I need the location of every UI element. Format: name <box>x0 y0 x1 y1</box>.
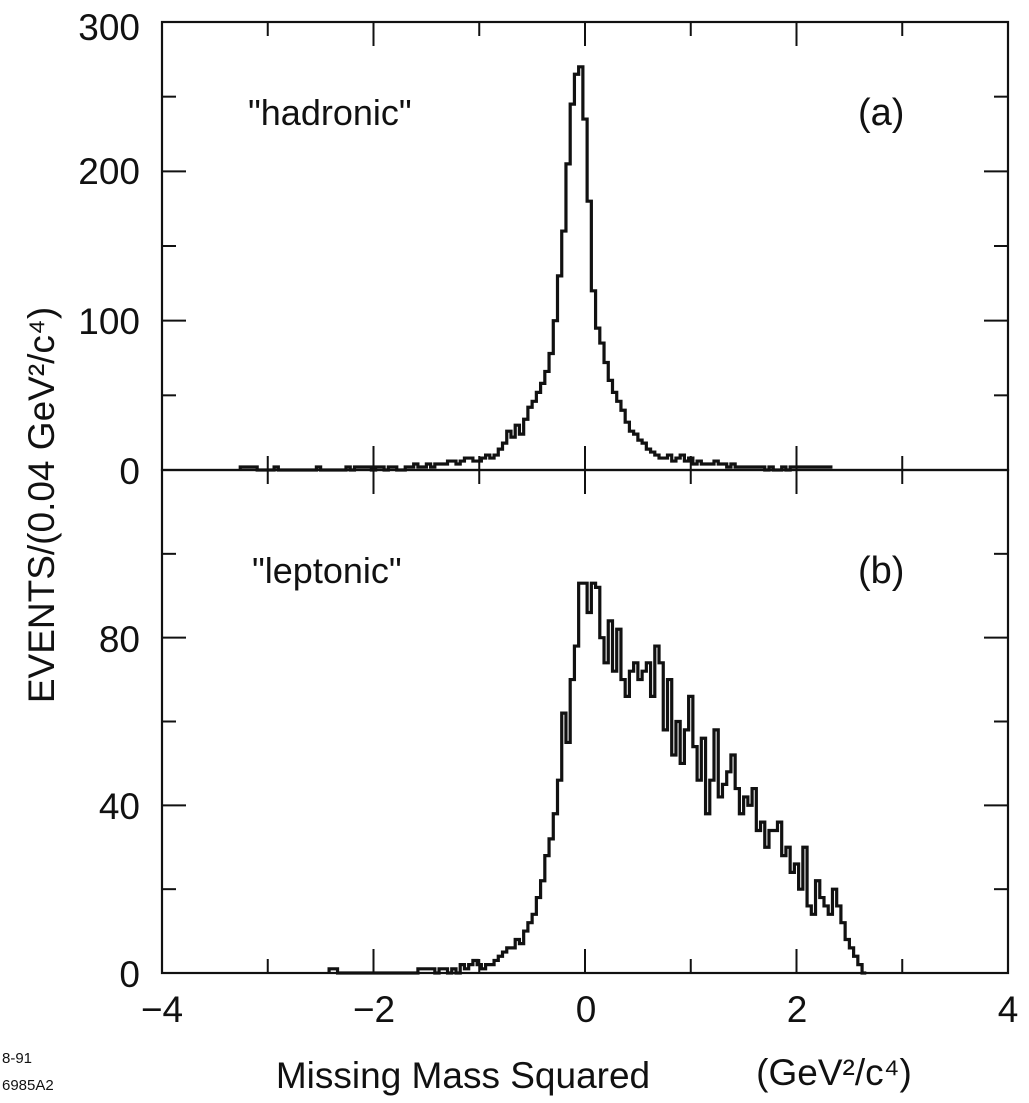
histogram-bin-b <box>727 772 731 973</box>
histogram-a <box>238 65 833 472</box>
x-tick-label-4: 4 <box>998 989 1019 1030</box>
histogram-bin-b <box>625 696 629 973</box>
histogram-bin-b <box>646 663 650 973</box>
histogram-bin-b <box>790 872 794 973</box>
histogram-bin-b <box>807 906 811 973</box>
x-tick-label-neg4: −4 <box>141 989 183 1030</box>
y-tick-label-a-0: 0 <box>119 451 140 492</box>
histogram-bin-a <box>579 67 583 470</box>
histogram-bin-b <box>706 814 710 973</box>
histogram-bin-a <box>613 392 617 470</box>
histogram-b <box>327 581 867 975</box>
histogram-bin-b <box>519 944 523 973</box>
panel-a-label: "hadronic" <box>248 92 412 133</box>
panel-a-tag: (a) <box>858 92 904 134</box>
histogram-bin-b <box>621 680 625 973</box>
histogram-bin-a <box>596 328 600 470</box>
histogram-bin-b <box>651 696 655 973</box>
panel-b-frame <box>160 468 1010 975</box>
histogram-bin-b <box>735 789 739 973</box>
figure-date-code: 8-91 <box>2 1050 32 1067</box>
histogram-bin-b <box>596 587 600 973</box>
histogram-bin-a <box>659 458 663 470</box>
y-tick-label-b-0: 0 <box>119 954 140 995</box>
histogram-outline-b <box>327 581 867 975</box>
figure-id-code: 6985A2 <box>2 1077 54 1094</box>
histogram-bin-a <box>536 392 540 470</box>
y-tick-label-a-300: 300 <box>78 7 140 48</box>
histogram-bin-b <box>697 780 701 973</box>
histogram-bin-b <box>574 646 578 973</box>
histogram-bin-a <box>541 383 545 470</box>
histogram-bin-a <box>490 458 494 470</box>
histogram-bin-b <box>629 671 633 973</box>
axis-ticks <box>161 22 1009 973</box>
histogram-bin-b <box>739 814 743 973</box>
histogram-bin-b <box>773 830 777 973</box>
y-tick-label-b-80: 80 <box>99 619 140 660</box>
histogram-bin-b <box>748 805 752 973</box>
y-tick-label-a-100: 100 <box>78 301 140 342</box>
histogram-bin-b <box>756 830 760 973</box>
histogram-outline-a <box>238 65 833 472</box>
histogram-bin-b <box>634 663 638 973</box>
histogram-bin-b <box>744 797 748 973</box>
x-axis-unit: (GeV²/c⁴) <box>756 1052 912 1093</box>
histogram-bin-b <box>769 830 773 973</box>
histogram-bin-b <box>511 948 515 973</box>
x-axis-label: Missing Mass Squared <box>276 1055 650 1096</box>
histogram-bin-a <box>511 437 515 470</box>
x-tick-label-neg2: −2 <box>353 989 395 1030</box>
histogram-bin-b <box>811 914 815 973</box>
histogram-bin-b <box>583 583 587 973</box>
y-tick-label-a-200: 200 <box>78 151 140 192</box>
histogram-bin-b <box>591 583 595 973</box>
histogram-bin-b <box>799 889 803 973</box>
histogram-bin-a <box>574 74 578 470</box>
histogram-bin-b <box>638 680 642 973</box>
histogram-bin-b <box>566 742 570 973</box>
panel-a-frame <box>160 20 1010 472</box>
x-tick-label-2: 2 <box>787 989 808 1030</box>
histogram-bin-b <box>587 613 591 973</box>
x-tick-label-0: 0 <box>576 989 597 1030</box>
panel-b-tag: (b) <box>858 550 904 592</box>
histogram-bin-b <box>824 906 828 973</box>
histogram-bin-a <box>532 401 536 470</box>
histogram-bin-b <box>604 663 608 973</box>
histogram-bin-b <box>613 671 617 973</box>
histogram-bin-b <box>600 638 604 973</box>
histogram-bin-b <box>608 621 612 973</box>
histogram-bin-a <box>629 431 633 470</box>
histogram-bin-b <box>765 847 769 973</box>
y-tick-label-b-40: 40 <box>99 786 140 827</box>
histogram-bin-a <box>663 458 667 470</box>
histogram-bin-b <box>549 839 553 973</box>
y-axis-label: EVENTS/(0.04 GeV²/c⁴) <box>21 307 62 703</box>
histogram-bin-b <box>672 755 676 973</box>
histogram-bin-b <box>684 730 688 973</box>
panel-b-label: "leptonic" <box>252 550 402 591</box>
histogram-bin-a <box>545 371 549 470</box>
histogram-bin-b <box>782 856 786 973</box>
histogram-bin-b <box>663 730 667 973</box>
histogram-bin-b <box>820 898 824 973</box>
histogram-bin-b <box>828 914 832 973</box>
histogram-bin-b <box>722 784 726 973</box>
histogram-bin-b <box>642 671 646 973</box>
histogram-bin-b <box>680 763 684 973</box>
histogram-bin-b <box>718 797 722 973</box>
histogram-bin-a <box>519 434 523 470</box>
